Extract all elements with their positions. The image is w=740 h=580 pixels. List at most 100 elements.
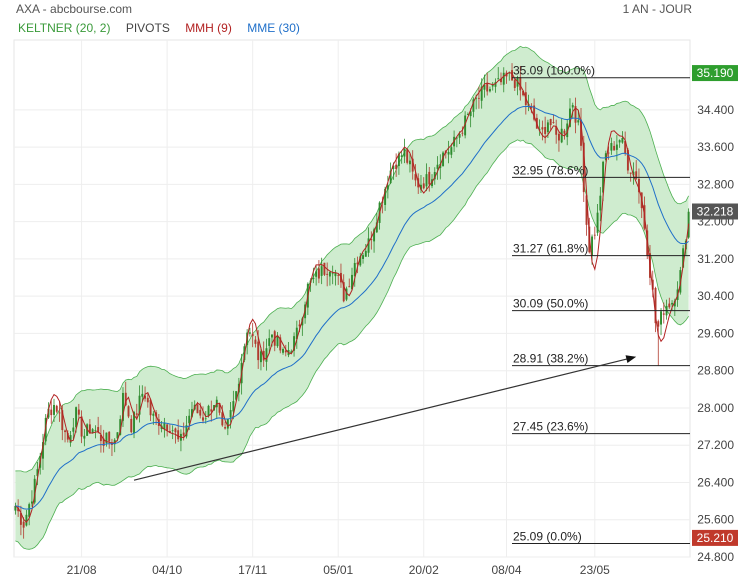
candle-body [312, 277, 315, 280]
candle-body [50, 409, 53, 416]
candle-body [174, 428, 177, 433]
candle-body [541, 127, 544, 130]
candle [42, 433, 44, 470]
pivot-levels: 35.09 (100.0%) 32.95 (78.6%) 31.27 (61.8%)… [512, 64, 690, 544]
candle-body [323, 262, 326, 275]
candle-body [621, 138, 624, 143]
candle-body [549, 118, 552, 126]
candle-body [604, 153, 607, 161]
candle-body [226, 418, 229, 429]
candle-body [395, 164, 398, 170]
y-tick-label: 31.200 [697, 252, 734, 266]
candle-body [373, 229, 376, 242]
candle [469, 108, 472, 128]
candle-body [425, 174, 428, 187]
candle-body [436, 164, 439, 169]
candle [50, 399, 53, 424]
candle [549, 118, 552, 131]
candle [477, 86, 480, 109]
legend-keltner[interactable]: KELTNER (20, 2) [18, 21, 111, 35]
candle [345, 286, 348, 302]
candle-body [563, 130, 566, 134]
y-tick-label: 25.600 [697, 513, 734, 527]
candle [447, 140, 450, 164]
legend-pivots[interactable]: PIVOTS [125, 21, 170, 35]
candle-body [25, 514, 28, 526]
x-tick-label: 08/04 [491, 563, 521, 577]
candle [599, 187, 602, 222]
candle [279, 334, 282, 354]
candle-body [488, 89, 491, 92]
candle-body [177, 430, 180, 440]
arrow-head [625, 355, 637, 363]
low-price-label-bg [692, 529, 738, 546]
candle [557, 131, 560, 152]
candle-body [491, 84, 494, 87]
candle-body [55, 405, 58, 412]
candle [268, 329, 271, 354]
candle [428, 166, 431, 192]
high-price-label-bg [692, 65, 738, 82]
candle-body [182, 432, 185, 436]
candle [624, 131, 627, 156]
y-tick-label: 26.400 [697, 475, 734, 489]
candle [370, 231, 373, 250]
candle-body [533, 105, 536, 120]
candle-body [102, 438, 105, 446]
x-tick-label: 04/10 [152, 563, 182, 577]
candle [146, 392, 149, 408]
legend-mme[interactable]: MME (30) [247, 21, 300, 35]
candle-body [654, 288, 657, 324]
candle [654, 286, 657, 333]
candle-body [61, 410, 64, 431]
candle-body [442, 152, 445, 167]
candle [494, 78, 497, 93]
candle-body [480, 86, 483, 101]
candle-body [571, 105, 574, 108]
candle [315, 264, 318, 286]
candle [224, 421, 227, 430]
candle-body [613, 145, 616, 151]
candle-body [127, 406, 130, 417]
candle-body [447, 151, 450, 155]
legend-mmh[interactable]: MMH (9) [185, 21, 232, 35]
mme-line [15, 105, 689, 510]
candle [284, 344, 287, 357]
candle-body [408, 160, 411, 165]
candle-body [251, 333, 254, 337]
candle [403, 138, 406, 164]
candle [425, 163, 428, 192]
candle-body [168, 431, 171, 433]
last-price-label: 32.218 [697, 204, 734, 218]
candle-body [585, 195, 588, 225]
candle-body [33, 478, 36, 503]
candle-body [77, 409, 80, 415]
candle-body [560, 128, 563, 143]
candle-body [122, 392, 124, 421]
y-tick-label: 32.800 [697, 177, 734, 191]
candle-body [469, 111, 472, 117]
candle [97, 416, 100, 434]
candle-body [248, 332, 251, 334]
candle-body [599, 195, 602, 211]
candle [64, 429, 67, 443]
arrow-shaft [133, 358, 629, 481]
candle [560, 118, 563, 144]
candle-body [455, 137, 458, 139]
candle-body [397, 153, 400, 167]
candle-body [386, 185, 389, 190]
candle [662, 302, 665, 324]
candle-body [276, 336, 279, 347]
candle-body [660, 311, 662, 325]
y-tick-label: 24.800 [697, 550, 734, 564]
candle-body [207, 405, 210, 417]
candle [235, 391, 238, 402]
candle-body [624, 141, 627, 153]
candle [351, 267, 353, 291]
candle [604, 150, 607, 162]
candle [72, 418, 75, 439]
candle-body [99, 434, 102, 442]
candle-body [411, 158, 414, 172]
candle [660, 308, 662, 336]
